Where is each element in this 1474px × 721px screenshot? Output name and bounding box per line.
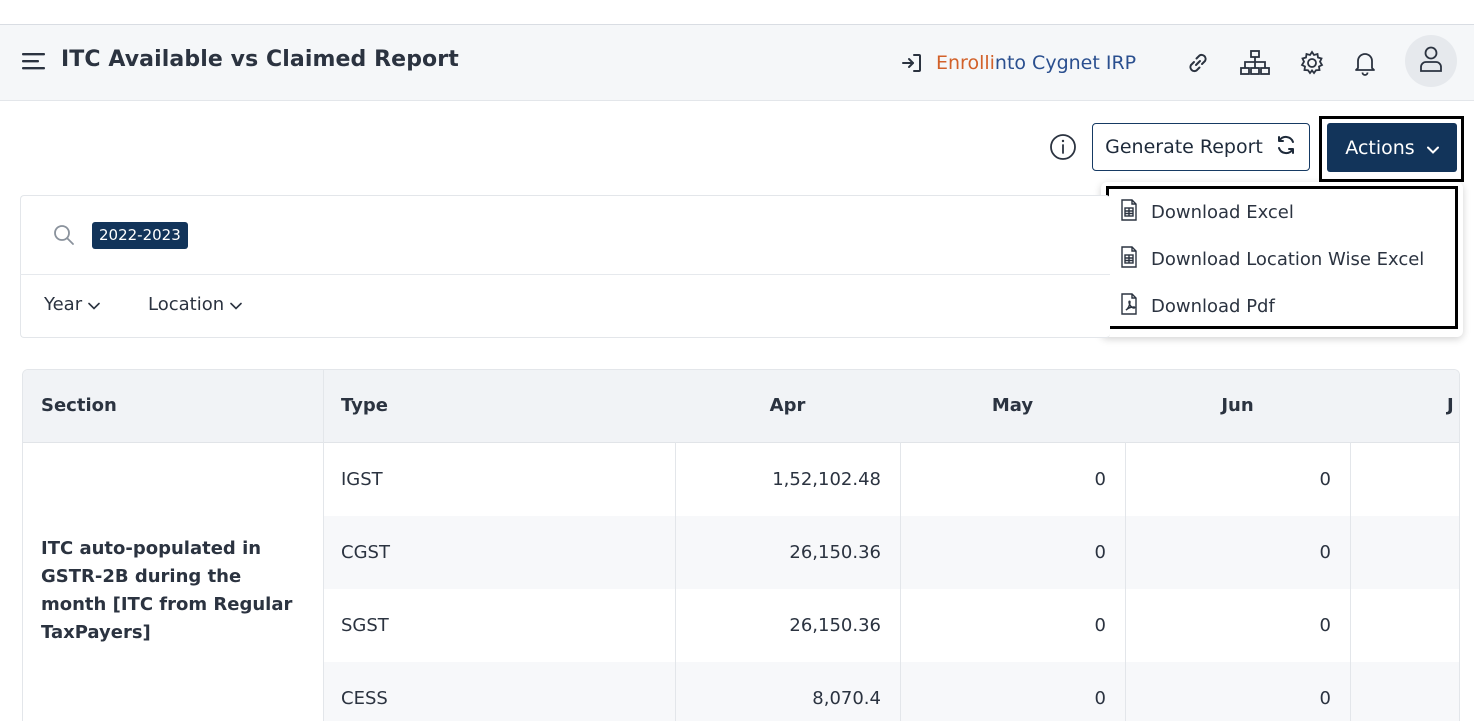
table-row: IGST 1,52,102.48 0 0 xyxy=(323,443,1459,516)
actions-label: Actions xyxy=(1345,136,1415,159)
location-filter-label: Location xyxy=(148,294,225,315)
actions-button[interactable]: Actions xyxy=(1327,123,1457,172)
gear-icon[interactable] xyxy=(1298,49,1326,77)
cell-may: 0 xyxy=(1094,542,1106,563)
top-divider xyxy=(0,24,1474,25)
enroll-text-blue: nto Cygnet IRP xyxy=(994,52,1137,74)
cell-type: SGST xyxy=(341,615,389,636)
enroll-text-orange-i: i xyxy=(989,52,995,74)
cell-apr: 26,150.36 xyxy=(789,615,881,636)
table-header: Section Type Apr May Jun J xyxy=(23,370,1459,443)
generate-report-label: Generate Report xyxy=(1105,136,1263,158)
actions-highlight-frame xyxy=(1319,116,1464,182)
cell-may: 0 xyxy=(1094,469,1106,490)
location-filter-dropdown[interactable]: Location xyxy=(148,294,242,315)
refresh-icon xyxy=(1275,134,1297,161)
column-divider xyxy=(675,442,676,721)
cell-jun: 0 xyxy=(1319,615,1331,636)
menu-item-download-pdf[interactable]: Download Pdf xyxy=(1119,291,1275,321)
filter-divider xyxy=(20,274,1110,275)
chevron-down-icon xyxy=(1426,137,1439,159)
cell-type: CESS xyxy=(341,688,388,709)
col-header-may: May xyxy=(991,395,1034,416)
excel-file-icon xyxy=(1119,245,1139,273)
info-icon[interactable] xyxy=(1049,133,1077,161)
itc-report-table: Section Type Apr May Jun J IGST 1,52,102… xyxy=(22,369,1460,721)
user-avatar[interactable] xyxy=(1405,35,1457,87)
col-header-apr: Apr xyxy=(769,395,806,416)
bell-icon[interactable] xyxy=(1351,49,1379,77)
cell-type: IGST xyxy=(341,469,383,490)
org-chart-icon[interactable] xyxy=(1240,49,1270,77)
excel-file-icon xyxy=(1119,198,1139,226)
hamburger-icon[interactable] xyxy=(22,51,46,71)
section-cell: ITC auto-populated in GSTR-2B during the… xyxy=(41,538,293,643)
cell-jun: 0 xyxy=(1319,688,1331,709)
column-divider xyxy=(1125,442,1126,721)
year-filter-label: Year xyxy=(44,294,83,315)
column-divider xyxy=(1350,442,1351,721)
cell-apr: 1,52,102.48 xyxy=(772,469,881,490)
year-filter-dropdown[interactable]: Year xyxy=(44,294,100,315)
chevron-down-icon xyxy=(230,294,242,315)
cell-may: 0 xyxy=(1094,688,1106,709)
enroll-text-orange: Enroll xyxy=(936,52,990,74)
table-row: CESS 8,070.4 0 0 xyxy=(323,662,1459,721)
table-row: SGST 26,150.36 0 0 xyxy=(323,589,1459,662)
col-header-jun: Jun xyxy=(1221,395,1254,416)
menu-item-download-location-wise-excel[interactable]: Download Location Wise Excel xyxy=(1119,244,1424,274)
filter-panel xyxy=(20,195,1110,338)
column-divider xyxy=(323,370,324,721)
cell-type: CGST xyxy=(341,542,390,563)
cell-may: 0 xyxy=(1094,615,1106,636)
cell-jun: 0 xyxy=(1319,542,1331,563)
selected-year-chip[interactable]: 2022-2023 xyxy=(92,222,188,249)
actions-dropdown-menu xyxy=(1101,182,1463,337)
pdf-file-icon xyxy=(1119,292,1139,320)
menu-item-download-excel[interactable]: Download Excel xyxy=(1119,197,1294,227)
generate-report-button[interactable]: Generate Report xyxy=(1092,123,1310,171)
cell-apr: 26,150.36 xyxy=(789,542,881,563)
menu-item-label: Download Excel xyxy=(1151,201,1294,223)
col-header-type: Type xyxy=(341,395,388,416)
search-icon[interactable] xyxy=(52,223,76,247)
menu-item-label: Download Location Wise Excel xyxy=(1151,248,1425,270)
enroll-cygnet-irp-link[interactable]: Enroll i nto Cygnet IRP xyxy=(900,50,1136,76)
col-header-section: Section xyxy=(41,395,117,416)
login-arrow-icon xyxy=(900,51,924,75)
column-divider xyxy=(900,442,901,721)
page-title: ITC Available vs Claimed Report xyxy=(61,47,459,72)
link-icon[interactable] xyxy=(1184,49,1212,77)
user-icon xyxy=(1418,45,1444,77)
cell-jun: 0 xyxy=(1319,469,1331,490)
chevron-down-icon xyxy=(88,294,100,315)
table-row: CGST 26,150.36 0 0 xyxy=(323,516,1459,589)
app-header: ITC Available vs Claimed Report Enroll i… xyxy=(0,25,1474,101)
cell-apr: 8,070.4 xyxy=(812,688,881,709)
col-header-jul-truncated: J xyxy=(1447,395,1454,416)
menu-item-label: Download Pdf xyxy=(1151,295,1275,317)
